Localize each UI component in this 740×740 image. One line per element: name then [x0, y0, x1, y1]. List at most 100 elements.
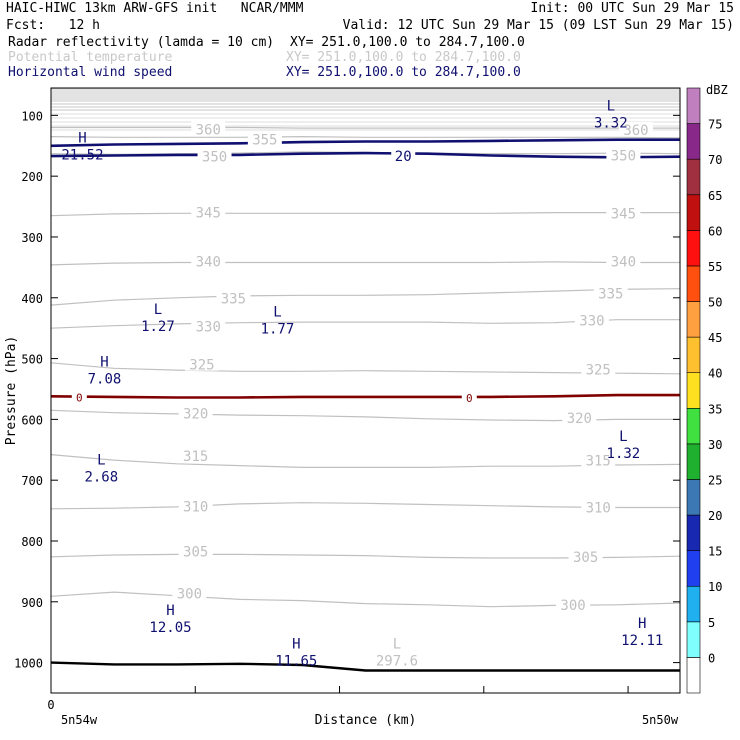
y-tick-label: 1000	[14, 657, 43, 671]
colorbar-level-label: 65	[708, 189, 722, 203]
wind-contour-20	[50, 151, 681, 159]
wind-contours	[50, 138, 681, 399]
theta-label-bg	[606, 253, 641, 268]
colorbar-level-label: 10	[708, 580, 722, 594]
x-tick-label: 0	[47, 698, 54, 712]
colorbar-cell	[686, 265, 701, 302]
theta-contour-label: 310	[183, 499, 208, 515]
wind-contour-20	[50, 138, 680, 148]
wind-contour-label: 20	[395, 149, 412, 165]
theta-contour-325	[50, 362, 681, 375]
theta-contour-label: 305	[183, 544, 208, 560]
extremum-marker-l: L	[607, 98, 615, 114]
theta-contour-label: 355	[252, 133, 277, 149]
colorbar-cell	[686, 585, 701, 623]
theta-contour-label: 345	[196, 206, 221, 222]
theta-contour-label: 300	[177, 586, 202, 602]
theta-label-bg	[581, 361, 616, 376]
terrain-surface-line	[50, 661, 680, 672]
extremum-value: 3.32	[594, 115, 628, 131]
y-tick-label: 100	[21, 109, 43, 123]
theta-label-bg	[178, 447, 213, 462]
x-endpoint-label-left: 5n54w	[61, 713, 98, 727]
field-name-wind: Horizontal wind speed	[8, 65, 173, 80]
colorbar-level-label: 50	[708, 296, 722, 310]
y-tick-label: 800	[21, 535, 43, 549]
colorbar-level-label: 20	[708, 509, 722, 523]
extremum-value: 11.65	[275, 654, 317, 670]
theta-contour-label: 350	[202, 150, 227, 166]
theta-contour-label: 310	[586, 501, 611, 517]
colorbar-cell	[686, 657, 701, 694]
extremum-marker-h: H	[166, 603, 174, 619]
theta-contour-335	[50, 288, 681, 306]
theta-label-bg	[606, 147, 641, 162]
theta-contour-label: 340	[611, 254, 636, 270]
theta-label-bg	[178, 405, 213, 420]
theta-contour-345	[50, 212, 680, 217]
y-tick-label: 300	[21, 231, 43, 245]
colorbar-cell	[686, 336, 701, 374]
theta-contour-310	[50, 502, 680, 510]
y-axis-title: Pressure (hPa)	[4, 336, 19, 446]
colorbar-level-label: 0	[708, 651, 715, 665]
theta-label-bg	[568, 548, 603, 563]
theta-contour-label: 320	[567, 411, 592, 427]
extremum-marker-l: L	[393, 637, 401, 653]
theta-label-bg	[191, 204, 226, 219]
theta-contour-340	[50, 261, 680, 266]
theta-contour-label: 345	[611, 206, 636, 222]
theta-contour-label: 315	[183, 449, 208, 465]
theta-label-bg	[593, 285, 628, 300]
colorbar-cell	[686, 514, 701, 551]
theta-contour-label: 320	[183, 406, 208, 422]
extremum-marker-h: H	[78, 131, 86, 147]
colorbar-level-label: 35	[708, 402, 722, 416]
header-title: HAIC-HIWC 13km ARW-GFS init NCAR/MMM	[6, 1, 304, 16]
extremum-value: 1.77	[261, 322, 295, 338]
theta-contour-label: 350	[611, 148, 636, 164]
wind-label-bg	[461, 389, 477, 404]
colorbar-unit-label: dBZ	[706, 83, 728, 97]
colorbar-level-label: 15	[708, 545, 722, 559]
theta-label-bg	[216, 290, 251, 305]
colorbar-cell	[686, 123, 701, 160]
field-xy-wind: XY= 251.0,100.0 to 284.7,100.0	[286, 65, 521, 80]
theta-contour-label: 325	[586, 363, 611, 379]
theta-contour-label: 360	[196, 122, 221, 138]
theta-label-bg	[562, 410, 597, 425]
colorbar-cell	[686, 372, 701, 409]
terrain-line	[50, 661, 680, 672]
colorbar-level-label: 60	[708, 224, 722, 238]
extremum-marker-h: H	[292, 637, 300, 653]
extremum-marker-h: H	[100, 354, 108, 370]
theta-contour-label: 360	[623, 123, 648, 139]
colorbar-cell	[686, 158, 701, 196]
theta-label-bg	[191, 318, 226, 333]
theta-label-bg	[191, 253, 226, 268]
extrema-labels: L3.32H21.52L1.27L1.77H7.08L1.32L2.68H12.…	[61, 98, 663, 669]
colorbar-level-label: 40	[708, 367, 722, 381]
extremum-marker-l: L	[154, 302, 162, 318]
wind-contour-0	[50, 393, 680, 399]
colorbar-cell	[686, 230, 701, 267]
y-tick-label: 600	[21, 413, 43, 427]
theta-contour-label: 315	[586, 454, 611, 470]
extremum-marker-l: L	[97, 452, 105, 468]
colorbar-cell	[686, 479, 701, 516]
theta-label-bg	[184, 356, 219, 371]
theta-contour-label: 300	[560, 598, 585, 614]
y-tick-label: 400	[21, 292, 43, 306]
extremum-value: 12.11	[621, 633, 663, 649]
theta-contour-360	[51, 126, 680, 129]
theta-label-bg	[618, 121, 653, 136]
upper-hatch-lines	[51, 88, 680, 131]
theta-label-bg	[178, 498, 213, 513]
theta-contour-label: 335	[598, 287, 623, 303]
colorbar-cell	[686, 87, 701, 124]
colorbar-level-label: 30	[708, 438, 722, 452]
